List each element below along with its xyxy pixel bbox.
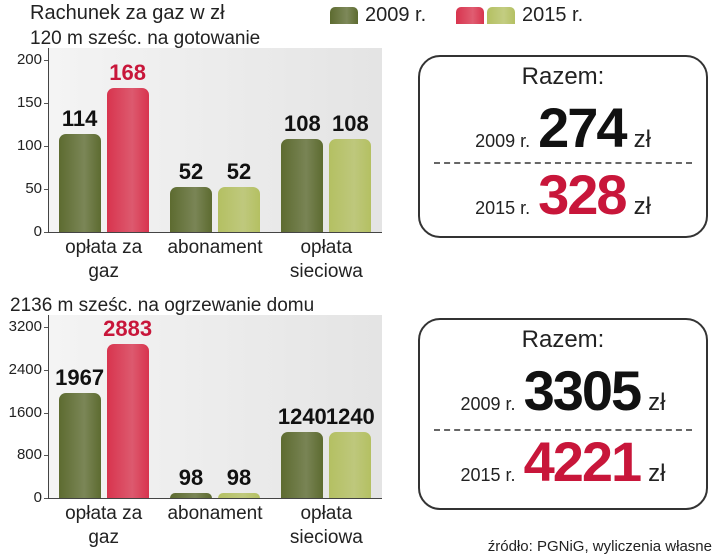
bar: [281, 431, 324, 498]
value-label: 108: [331, 111, 369, 137]
value-label: 52: [226, 159, 252, 185]
bar: [170, 187, 212, 232]
value-label: 1240: [277, 403, 327, 429]
plot-background: [48, 48, 382, 232]
total-box: Razem: 2009 r. 274 zł 2015 r. 328 zł: [418, 55, 708, 238]
y-tick-label: 150: [16, 94, 42, 111]
y-tick-label: 100: [16, 137, 42, 154]
total-value: 274: [538, 96, 627, 159]
total-value: 328: [538, 162, 627, 226]
total-heading: Razem:: [521, 63, 605, 90]
tick-mark: [44, 412, 48, 414]
y-axis: [48, 315, 49, 498]
total-value: 4221: [523, 430, 643, 493]
tick-mark: [44, 327, 48, 328]
total-label: 2009 r.: [475, 131, 531, 151]
total-row: 2015 r. 4221 zł: [420, 429, 706, 500]
bar: [329, 139, 372, 232]
y-tick-label: 1600: [8, 403, 42, 421]
total-row: 2015 r. 328 zł: [420, 162, 706, 229]
y-tick-label: 50: [25, 180, 42, 197]
total-unit: zł: [633, 126, 651, 153]
x-tick-label: opłata sieciowa: [289, 503, 363, 548]
legend-label: 2015 r.: [522, 4, 584, 26]
tick-mark: [44, 498, 48, 499]
total-label: 2009 r.: [460, 394, 516, 414]
bar: [218, 492, 260, 498]
x-tick-label: abonament: [167, 237, 263, 258]
value-label: 52: [178, 159, 204, 185]
total-value: 3305: [523, 359, 643, 422]
legend-label: 2009 r.: [365, 4, 427, 26]
subtitle: 2136 m sześc. na ogrzewanie domu: [10, 295, 315, 316]
y-axis: [48, 48, 49, 232]
bar: [58, 133, 101, 232]
title: Rachunek za gaz w zł: [30, 2, 225, 24]
y-tick-label: 0: [33, 489, 42, 506]
tick-mark: [44, 369, 48, 371]
tick-mark: [44, 232, 48, 233]
x-tick-label: opłata za gaz: [65, 237, 143, 282]
value-label: 114: [61, 105, 98, 131]
y-tick-label: 0: [33, 223, 42, 240]
subtitle: 120 m sześc. na gotowanie: [30, 28, 261, 49]
total-unit: zł: [648, 460, 666, 487]
total-box: Razem: 2009 r. 3305 zł 2015 r. 4221 zł: [418, 318, 708, 510]
source: źródło: PGNiG, wyliczenia własne: [487, 538, 712, 555]
bar: [58, 392, 101, 498]
total-unit: zł: [648, 389, 666, 416]
total-heading: Razem:: [521, 326, 605, 353]
total-label: 2015 r.: [475, 197, 531, 218]
x-axis: [48, 232, 382, 233]
y-tick-label: 2400: [8, 360, 42, 378]
plot-background: [48, 315, 382, 498]
x-tick-label: abonament: [167, 503, 263, 524]
value-label: 98: [178, 464, 204, 490]
tick-mark: [44, 455, 48, 457]
total-row: 2009 r. 274 zł: [420, 95, 706, 162]
total-label: 2015 r.: [460, 465, 516, 485]
value-label: 2883: [103, 315, 153, 341]
value-label: 1967: [55, 364, 105, 390]
bar: [170, 492, 212, 498]
tick-mark: [44, 146, 48, 147]
x-tick-label: opłata sieciowa: [289, 237, 363, 282]
tick-mark: [44, 103, 48, 104]
x-tick-label: opłata za gaz: [65, 503, 143, 548]
tick-mark: [44, 60, 48, 61]
legend-swatch: [487, 7, 515, 24]
bar: [218, 187, 260, 232]
value-label: 108: [283, 111, 321, 137]
bar: [106, 87, 149, 232]
value-label: 1240: [325, 403, 375, 429]
y-tick-label: 3200: [8, 318, 42, 335]
legend-swatch: [330, 7, 358, 24]
value-label: 98: [226, 464, 252, 490]
separator: [434, 429, 692, 431]
value-label: 168: [109, 59, 147, 85]
x-axis: [48, 498, 382, 499]
separator: [434, 161, 692, 164]
bar: [329, 431, 372, 498]
total-unit: zł: [633, 192, 651, 220]
bar: [106, 343, 149, 498]
total-row: 2009 r. 3305 zł: [420, 358, 706, 429]
legend-swatch: [456, 7, 484, 24]
tick-mark: [44, 189, 48, 190]
y-tick-label: 200: [16, 51, 42, 68]
bar: [281, 139, 324, 232]
y-tick-label: 800: [16, 446, 42, 464]
